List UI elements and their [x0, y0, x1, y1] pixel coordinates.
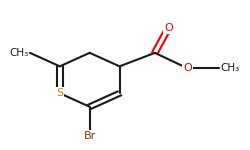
Text: O: O — [183, 63, 192, 73]
Text: S: S — [56, 88, 64, 98]
Text: Br: Br — [84, 131, 96, 141]
Text: CH₃: CH₃ — [9, 48, 29, 58]
Text: CH₃: CH₃ — [220, 63, 239, 73]
Text: O: O — [164, 23, 173, 33]
